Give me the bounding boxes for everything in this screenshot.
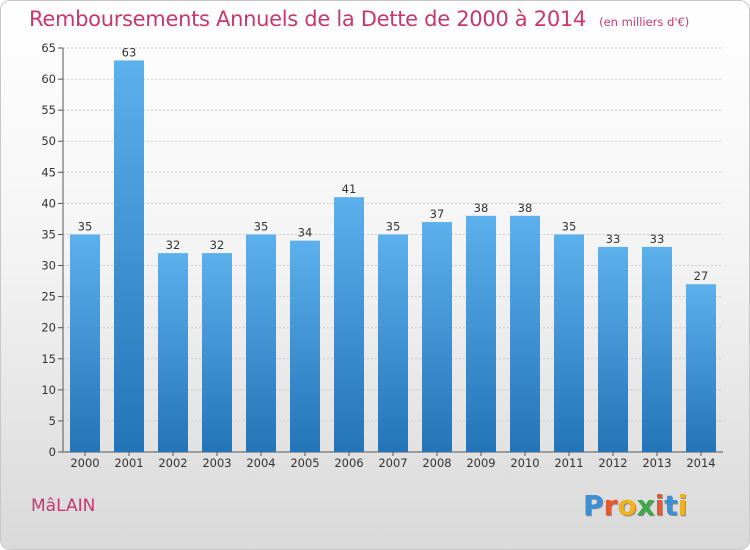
x-tick-label: 2008 xyxy=(422,456,451,470)
logo-letter: r xyxy=(603,489,618,522)
x-tick-label: 2009 xyxy=(466,456,495,470)
y-tick-label: 65 xyxy=(41,41,56,55)
bar-value-label: 32 xyxy=(210,238,225,252)
bar-value-label: 38 xyxy=(474,201,489,215)
y-tick-label: 60 xyxy=(41,72,56,86)
y-tick-label: 35 xyxy=(41,227,56,241)
x-tick-label: 2001 xyxy=(114,456,143,470)
bar xyxy=(466,215,496,452)
bar-value-label: 35 xyxy=(254,219,269,233)
bar-value-label: 34 xyxy=(298,226,313,240)
x-tick-label: 2006 xyxy=(334,456,363,470)
x-tick-label: 2005 xyxy=(290,456,319,470)
logo-letter: i xyxy=(654,489,665,522)
y-tick-label: 5 xyxy=(49,414,56,428)
x-tick-label: 2007 xyxy=(378,456,407,470)
y-tick-label: 20 xyxy=(41,321,56,335)
bars xyxy=(70,60,716,452)
y-tick-label: 0 xyxy=(49,445,56,459)
bar xyxy=(334,197,364,452)
bar-value-label: 37 xyxy=(430,207,445,221)
y-tick-label: 15 xyxy=(41,352,56,366)
y-tick-label: 40 xyxy=(41,196,56,210)
y-tick-label: 45 xyxy=(41,165,56,179)
bar-value-label: 27 xyxy=(694,269,709,283)
bar xyxy=(642,246,672,452)
bar xyxy=(202,253,232,452)
bar-value-label: 35 xyxy=(78,219,93,233)
logo-letter: P xyxy=(583,489,604,522)
chart-title: Remboursements Annuels de la Dette de 20… xyxy=(29,7,689,31)
x-tick-label: 2011 xyxy=(554,456,583,470)
bar xyxy=(158,253,188,452)
bar xyxy=(554,234,584,452)
bar xyxy=(290,240,320,452)
y-tick-label: 30 xyxy=(41,259,56,273)
x-tick-label: 2004 xyxy=(246,456,275,470)
bar xyxy=(422,222,452,452)
bar-value-label: 63 xyxy=(122,45,137,59)
bar-value-label: 41 xyxy=(342,182,357,196)
logo-letter: t xyxy=(664,489,678,522)
bar-value-label: 38 xyxy=(518,201,533,215)
bar xyxy=(686,284,716,452)
y-tick-label: 50 xyxy=(41,134,56,148)
bar-value-label: 32 xyxy=(166,238,181,252)
logo-letter: i xyxy=(677,489,688,522)
bar xyxy=(510,215,540,452)
title-unit: (en milliers d'€) xyxy=(599,15,690,29)
bar-value-label: 35 xyxy=(386,219,401,233)
labels: 35 63 32 32 35 34 41 35 37 38 38 35 33 33 27 xyxy=(78,45,709,283)
x-tick-label: 2010 xyxy=(510,456,539,470)
bar xyxy=(598,246,628,452)
bar xyxy=(246,234,276,452)
bar-value-label: 35 xyxy=(562,219,577,233)
bar-value-label: 33 xyxy=(606,232,621,246)
proxiti-logo[interactable]: Proxiti xyxy=(583,489,687,522)
bar xyxy=(114,60,144,452)
bar xyxy=(378,234,408,452)
title-main: Remboursements Annuels de la Dette de 20… xyxy=(29,7,586,31)
x-tick-label: 2000 xyxy=(70,456,99,470)
x-tick-label: 2002 xyxy=(158,456,187,470)
x-tick-label: 2012 xyxy=(598,456,627,470)
y-tick-label: 25 xyxy=(41,290,56,304)
y-tick-label: 10 xyxy=(41,383,56,397)
y-tick-label: 55 xyxy=(41,103,56,117)
bar-value-label: 33 xyxy=(650,232,665,246)
x-tick-label: 2014 xyxy=(686,456,715,470)
commune-name: MâLAIN xyxy=(31,496,96,516)
logo-letter: x xyxy=(636,489,655,522)
x-tick-label: 2003 xyxy=(202,456,231,470)
x-tick-label: 2013 xyxy=(642,456,671,470)
logo-letter: o xyxy=(617,489,637,522)
bar xyxy=(70,234,100,452)
